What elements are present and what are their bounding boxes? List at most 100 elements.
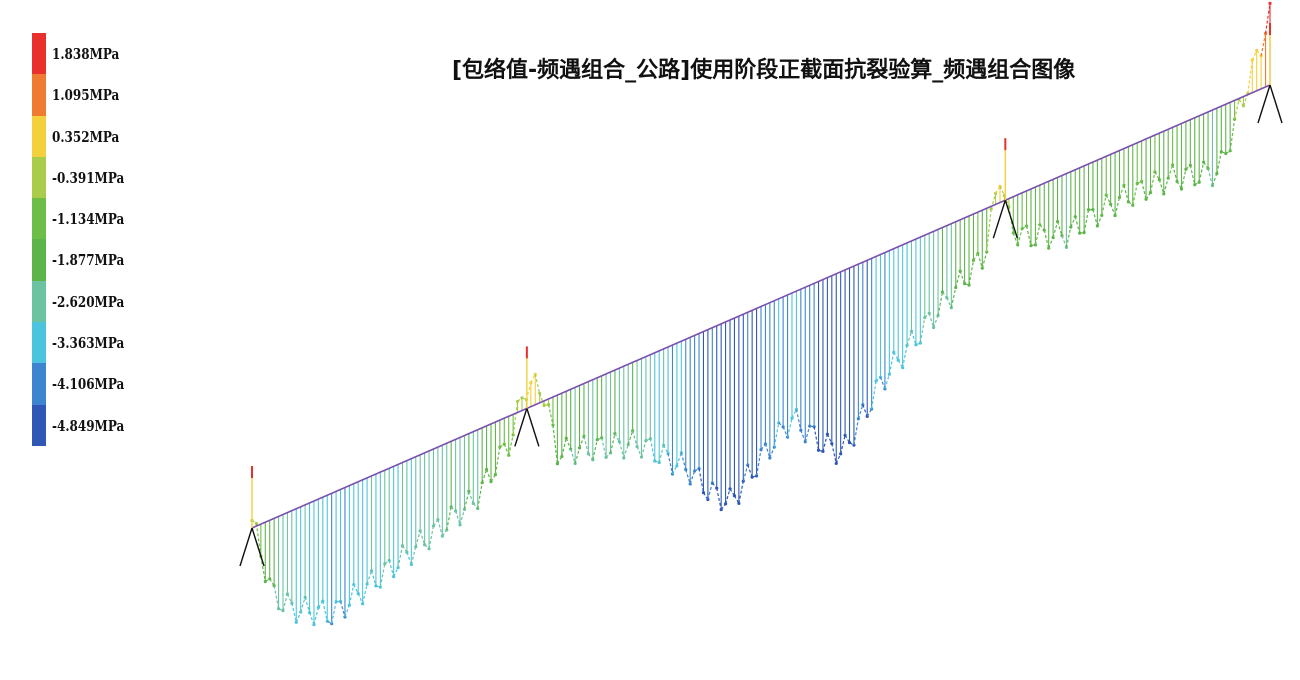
stress-envelope (831, 443, 837, 464)
stress-envelope (822, 434, 828, 452)
stress-envelope (1216, 151, 1222, 174)
stress-envelope (1198, 162, 1205, 183)
stress-envelope (968, 260, 975, 286)
stress-envelope (468, 491, 474, 504)
stress-envelope (1264, 3, 1271, 34)
stress-envelope (680, 452, 687, 470)
stress-envelope (1070, 216, 1076, 228)
stress-envelope (486, 469, 492, 482)
stress-envelope (419, 530, 426, 545)
stress-envelope (813, 426, 820, 451)
stress-envelope (667, 453, 674, 475)
stress-envelope (1172, 164, 1178, 182)
stress-envelope (1132, 183, 1138, 206)
stress-envelope (565, 438, 572, 450)
stress-envelope (366, 570, 373, 585)
stress-envelope (849, 442, 855, 446)
legend-label: -2.620MPa (52, 292, 125, 311)
stress-envelope (742, 464, 749, 482)
stress-envelope (933, 315, 939, 328)
stress-envelope (835, 453, 842, 464)
stress-envelope (654, 460, 660, 464)
stress-envelope (450, 506, 456, 512)
stress-envelope (264, 578, 271, 582)
stress-envelope (902, 345, 908, 368)
stress-point (1268, 1, 1272, 6)
stress-envelope (1105, 194, 1112, 205)
legend-swatch (32, 322, 46, 364)
stress-envelope (357, 593, 364, 605)
stress-envelope (716, 488, 722, 510)
stress-envelope (950, 287, 957, 308)
support-icon (239, 527, 253, 567)
stress-envelope (649, 438, 656, 462)
stress-envelope (795, 409, 802, 431)
stress-envelope (1008, 206, 1014, 234)
stress-envelope (313, 607, 319, 625)
stress-envelope (955, 270, 961, 288)
stress-envelope (547, 404, 554, 426)
stress-envelope (597, 437, 602, 441)
stress-point (396, 566, 400, 570)
legend-swatch (32, 33, 46, 75)
stress-envelope (804, 425, 811, 442)
stress-envelope (282, 593, 288, 611)
legend-swatch (32, 74, 46, 116)
stress-envelope (255, 523, 262, 557)
stress-envelope (508, 434, 514, 456)
legend-label: 1.095MPa (52, 86, 120, 105)
stress-envelope (1092, 209, 1098, 227)
stress-envelope (888, 352, 895, 375)
stress-envelope (481, 469, 488, 483)
support-icon (1269, 84, 1283, 124)
legend-label: -0.391MPa (52, 168, 125, 187)
stress-envelope (561, 438, 567, 457)
stress-envelope (915, 342, 921, 346)
stress-envelope (291, 603, 297, 623)
stress-envelope (871, 380, 877, 410)
stress-envelope (1114, 197, 1121, 216)
stress-envelope (1056, 221, 1063, 236)
stress-envelope (517, 397, 523, 402)
stress-envelope (840, 435, 846, 454)
stress-envelope (937, 292, 944, 316)
stress-envelope (1034, 224, 1041, 245)
stress-envelope (322, 601, 328, 622)
stress-envelope (906, 331, 913, 346)
stress-envelope (1158, 179, 1165, 195)
stress-envelope (370, 570, 377, 587)
stress-envelope (503, 443, 510, 456)
stress-envelope (499, 443, 505, 448)
stress-envelope (1260, 33, 1267, 57)
stress-envelope (694, 468, 700, 472)
legend-swatch (32, 363, 46, 405)
legend-label: -1.877MPa (52, 251, 125, 270)
stress-envelope (406, 552, 412, 565)
stress-envelope (251, 519, 257, 524)
stress-envelope (751, 475, 757, 478)
support-icon (992, 199, 1006, 239)
stress-envelope (331, 601, 337, 624)
stress-envelope (623, 444, 629, 459)
stress-envelope (388, 560, 395, 577)
stress-envelope (809, 425, 815, 428)
stress-envelope (539, 393, 545, 406)
legend-label: -1.134MPa (52, 210, 125, 229)
stress-envelope (304, 597, 311, 613)
stress-envelope (1229, 119, 1236, 151)
stress-envelope (800, 430, 806, 442)
stress-envelope (459, 509, 466, 525)
legend-swatch (32, 239, 46, 281)
stress-envelope (1194, 181, 1200, 186)
stress-envelope (1110, 204, 1116, 216)
stress-envelope (494, 447, 501, 475)
stress-envelope (782, 426, 789, 438)
stress-envelope (1025, 225, 1032, 246)
support-icon (526, 408, 540, 447)
stress-envelope (1141, 181, 1147, 200)
stress-envelope (295, 611, 302, 623)
stress-envelope (764, 443, 771, 459)
stress-envelope (879, 376, 886, 390)
stress-envelope (446, 507, 452, 531)
stress-envelope (977, 253, 983, 269)
